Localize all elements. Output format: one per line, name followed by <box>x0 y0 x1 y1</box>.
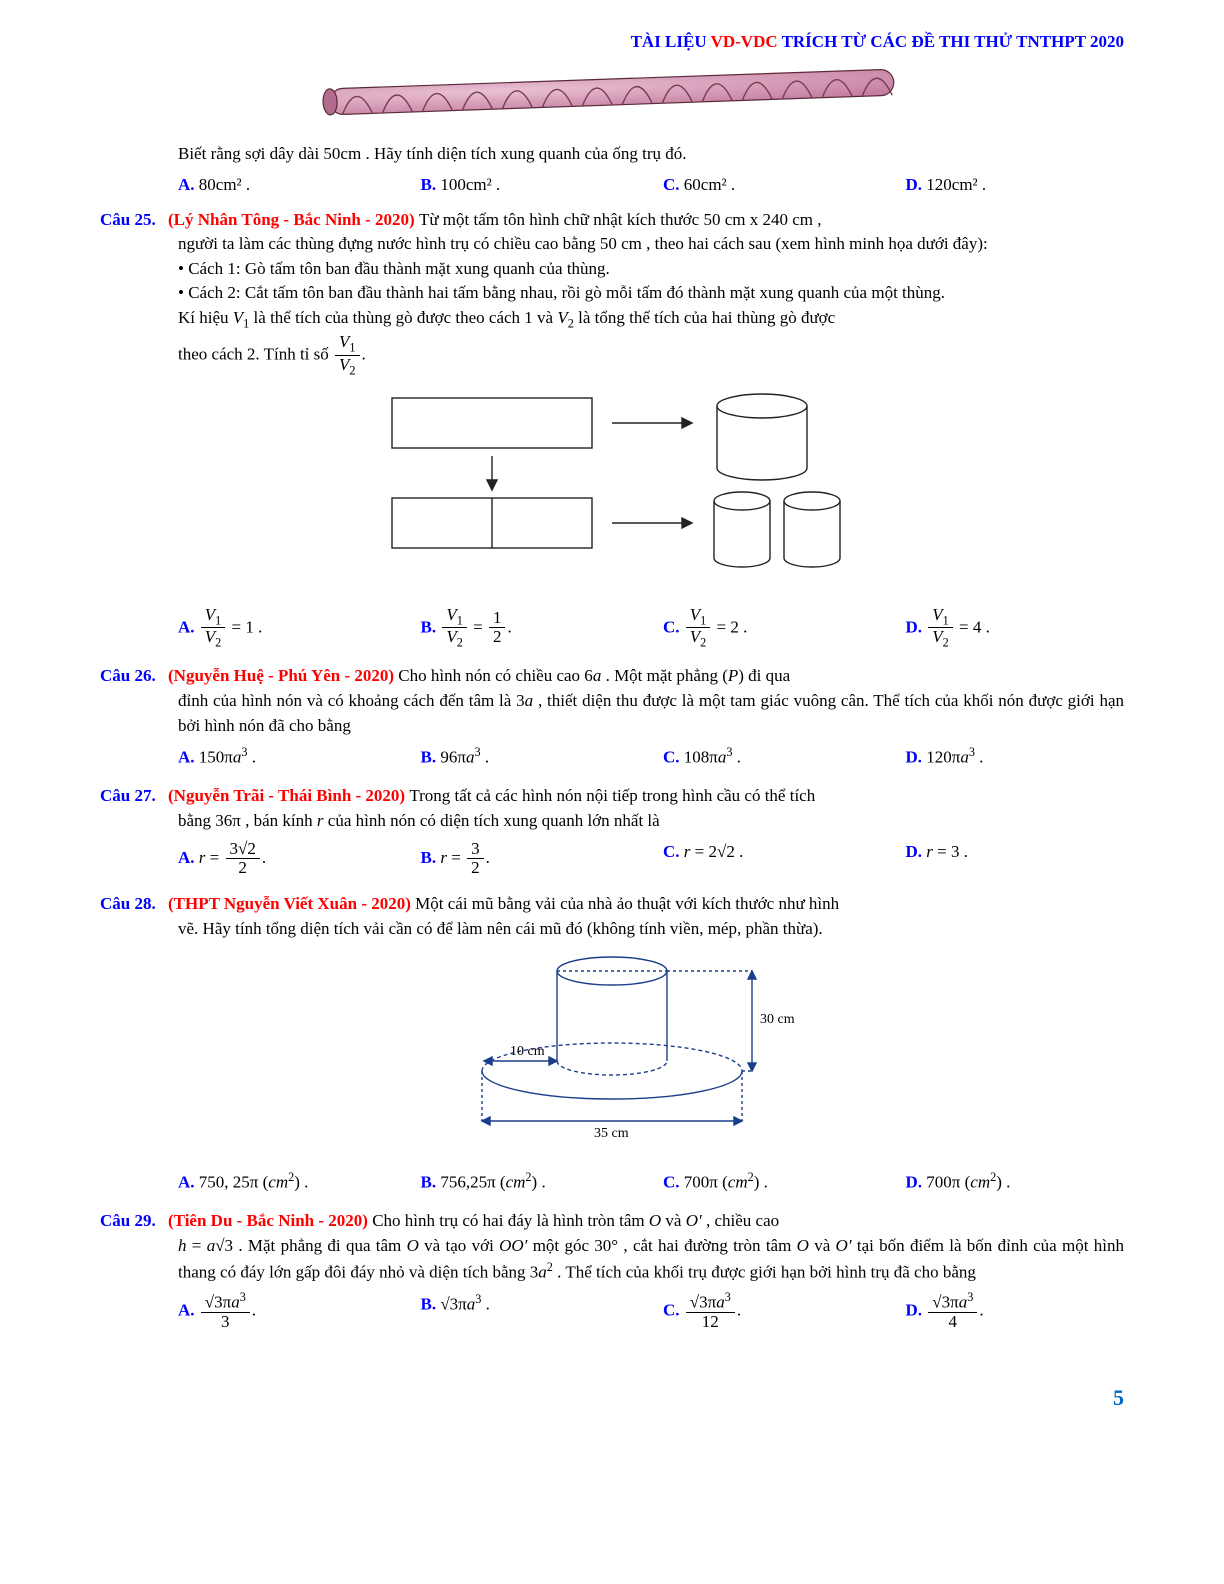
q29-label: Câu 29. <box>100 1209 168 1234</box>
q24-tail-text: Biết rằng sợi dây dài 50cm . Hãy tính di… <box>178 144 687 163</box>
q29-answers: A. √3πa33. B. √3πa3 . C. √3πa312. D. √3π… <box>178 1291 1124 1332</box>
q29-stem-first: Cho hình trụ có hai đáy là hình tròn tâm… <box>372 1211 779 1230</box>
q28-hat-diagram: 10 cm 30 cm 35 cm <box>100 951 1124 1159</box>
label-30cm: 30 cm <box>760 1012 795 1027</box>
q25-v-para2: theo cách 2. Tính tỉ số V1V2. <box>178 333 1124 378</box>
q26-label: Câu 26. <box>100 664 168 689</box>
q27-stem-rest: bằng 36π , bán kính r của hình nón có di… <box>178 809 1124 834</box>
q25-ans-c: C. V1V2 = 2 . <box>663 606 882 651</box>
q27-ans-c: C. r = 2√2 . <box>663 840 882 878</box>
page-number: 5 <box>100 1382 1124 1414</box>
question-25: Câu 25. (Lý Nhân Tông - Bắc Ninh - 2020)… <box>100 208 1124 651</box>
q29-ans-b: B. √3πa3 . <box>421 1291 640 1332</box>
q25-ans-a: A. V1V2 = 1 . <box>178 606 397 651</box>
q27-ans-a: A. r = 3√22. <box>178 840 397 878</box>
question-28: Câu 28. (THPT Nguyễn Viết Xuân - 2020) M… <box>100 892 1124 1195</box>
cylinder-spiral-illustration <box>100 65 1124 133</box>
q28-ans-d: D. 700π (cm2) . <box>906 1169 1125 1195</box>
q24-ans-a: A. 80cm² . <box>178 173 397 198</box>
label-10cm: 10 cm <box>510 1044 545 1059</box>
q25-answers: A. V1V2 = 1 . B. V1V2 = 12. C. V1V2 = 2 … <box>178 606 1124 651</box>
q25-ans-d: D. V1V2 = 4 . <box>906 606 1125 651</box>
q26-stem-first: Cho hình nón có chiều cao 6a . Một mặt p… <box>398 666 790 685</box>
header-text-2: VD-VDC <box>711 32 778 51</box>
q26-ans-a: A. 150πa3 . <box>178 744 397 770</box>
q28-source: (THPT Nguyễn Viết Xuân - 2020) <box>168 894 415 913</box>
q25-stem-line2: • Cách 1: Gò tấm tôn ban đầu thành mặt x… <box>178 257 1124 282</box>
header-text-3: TRÍCH TỪ CÁC ĐỀ THI THỬ TNTHPT 2020 <box>778 32 1124 51</box>
page-header: TÀI LIỆU VD-VDC TRÍCH TỪ CÁC ĐỀ THI THỬ … <box>100 30 1124 55</box>
q26-ans-d: D. 120πa3 . <box>906 744 1125 770</box>
q28-ans-c: C. 700π (cm2) . <box>663 1169 882 1195</box>
q25-stem-line1: người ta làm các thùng đựng nước hình tr… <box>178 232 1124 257</box>
q28-answers: A. 750, 25π (cm2) . B. 756,25π (cm2) . C… <box>178 1169 1124 1195</box>
q26-stem-rest: đỉnh của hình nón và có khoảng cách đến … <box>178 689 1124 738</box>
q24-ans-c: C. 60cm² . <box>663 173 882 198</box>
q24-ans-b: B. 100cm² . <box>421 173 640 198</box>
q29-ans-a: A. √3πa33. <box>178 1291 397 1332</box>
label-35cm: 35 cm <box>594 1126 629 1141</box>
q25-stem-line3: • Cách 2: Cắt tấm tôn ban đầu thành hai … <box>178 281 1124 306</box>
q26-answers: A. 150πa3 . B. 96πa3 . C. 108πa3 . D. 12… <box>178 744 1124 770</box>
q28-stem-first: Một cái mũ bằng vải của nhà ảo thuật với… <box>415 894 839 913</box>
q29-source: (Tiên Du - Bắc Ninh - 2020) <box>168 1211 372 1230</box>
header-text-1: TÀI LIỆU <box>631 32 711 51</box>
q27-stem-first: Trong tất cả các hình nón nội tiếp trong… <box>409 786 815 805</box>
q26-ans-b: B. 96πa3 . <box>421 744 640 770</box>
q27-source: (Nguyễn Trãi - Thái Bình - 2020) <box>168 786 409 805</box>
q27-answers: A. r = 3√22. B. r = 32. C. r = 2√2 . D. … <box>178 840 1124 878</box>
q27-ans-b: B. r = 32. <box>421 840 640 878</box>
q25-source: (Lý Nhân Tông - Bắc Ninh - 2020) <box>168 210 419 229</box>
q29-stem-rest: h = a√3 . Mặt phẳng đi qua tâm O và tạo … <box>178 1234 1124 1285</box>
q25-label: Câu 25. <box>100 208 168 233</box>
q25-v-para: Kí hiệu V1 là thể tích của thùng gò được… <box>178 306 1124 333</box>
q24-ans-d: D. 120cm² . <box>906 173 1125 198</box>
q25-stem-first: Từ một tấm tôn hình chữ nhật kích thước … <box>419 210 822 229</box>
q26-source: (Nguyễn Huệ - Phú Yên - 2020) <box>168 666 398 685</box>
q25-diagram <box>100 388 1124 596</box>
q26-ans-c: C. 108πa3 . <box>663 744 882 770</box>
q27-ans-d: D. r = 3 . <box>906 840 1125 878</box>
q28-ans-b: B. 756,25π (cm2) . <box>421 1169 640 1195</box>
question-29: Câu 29. (Tiên Du - Bắc Ninh - 2020) Cho … <box>100 1209 1124 1332</box>
q29-ans-d: D. √3πa34. <box>906 1291 1125 1332</box>
q25-ans-b: B. V1V2 = 12. <box>421 606 640 651</box>
q28-ans-a: A. 750, 25π (cm2) . <box>178 1169 397 1195</box>
question-27: Câu 27. (Nguyễn Trãi - Thái Bình - 2020)… <box>100 784 1124 878</box>
q27-label: Câu 27. <box>100 784 168 809</box>
q28-stem-rest: vẽ. Hãy tính tổng diện tích vải cần có đ… <box>178 917 1124 942</box>
q28-label: Câu 28. <box>100 892 168 917</box>
question-26: Câu 26. (Nguyễn Huệ - Phú Yên - 2020) Ch… <box>100 664 1124 770</box>
q24-tail-stem: Biết rằng sợi dây dài 50cm . Hãy tính di… <box>178 142 1124 167</box>
q24-answers: A. 80cm² . B. 100cm² . C. 60cm² . D. 120… <box>178 173 1124 198</box>
q29-ans-c: C. √3πa312. <box>663 1291 882 1332</box>
